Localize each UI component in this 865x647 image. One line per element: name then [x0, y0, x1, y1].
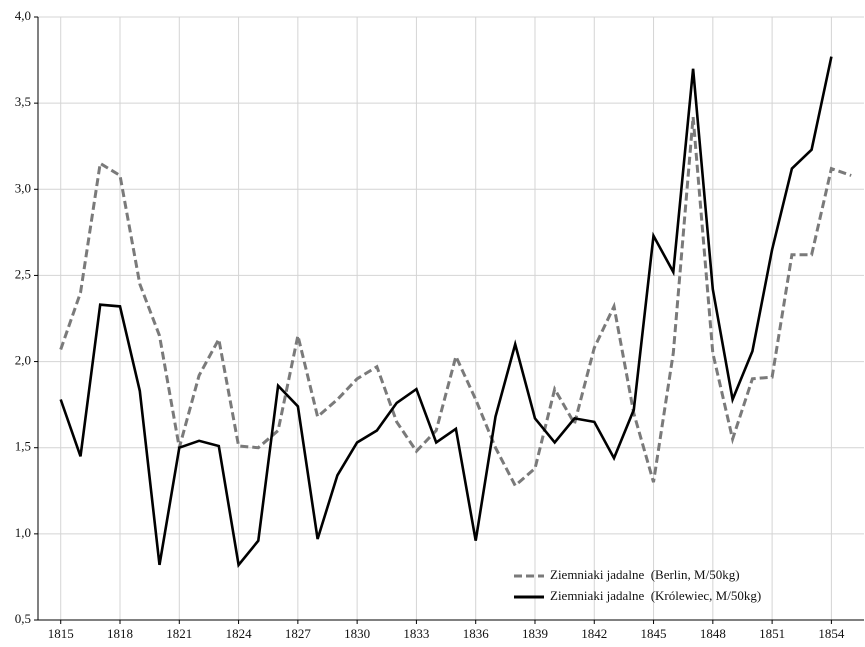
y-tick-label: 2,5: [15, 266, 31, 281]
series-line: [59, 116, 852, 488]
y-tick-label: 3,5: [15, 94, 31, 109]
x-tick-label: 1836: [463, 626, 490, 641]
y-tick-label: 1,5: [15, 439, 31, 454]
y-tick-label: 1,0: [15, 525, 31, 540]
legend-label: Ziemniaki jadalne (Berlin, M/50kg): [550, 567, 740, 582]
x-tick-label: 1815: [48, 626, 74, 641]
x-tick-label: 1839: [522, 626, 548, 641]
x-tick-label: 1833: [403, 626, 429, 641]
y-tick-label: 4,0: [15, 8, 31, 23]
x-tick-label: 1851: [759, 626, 785, 641]
x-tick-label: 1830: [344, 626, 370, 641]
x-tick-label: 1818: [107, 626, 133, 641]
series-line: [59, 56, 833, 568]
x-tick-label: 1848: [700, 626, 726, 641]
y-tick-label: 0,5: [15, 611, 31, 626]
x-tick-label: 1854: [818, 626, 845, 641]
y-tick-label: 2,0: [15, 353, 31, 368]
x-tick-label: 1821: [166, 626, 192, 641]
x-tick-label: 1827: [285, 626, 312, 641]
legend-label: Ziemniaki jadalne (Królewiec, M/50kg): [550, 588, 761, 603]
y-tick-label: 3,0: [15, 180, 31, 195]
x-tick-label: 1824: [226, 626, 253, 641]
x-tick-label: 1842: [581, 626, 607, 641]
x-tick-label: 1845: [641, 626, 667, 641]
